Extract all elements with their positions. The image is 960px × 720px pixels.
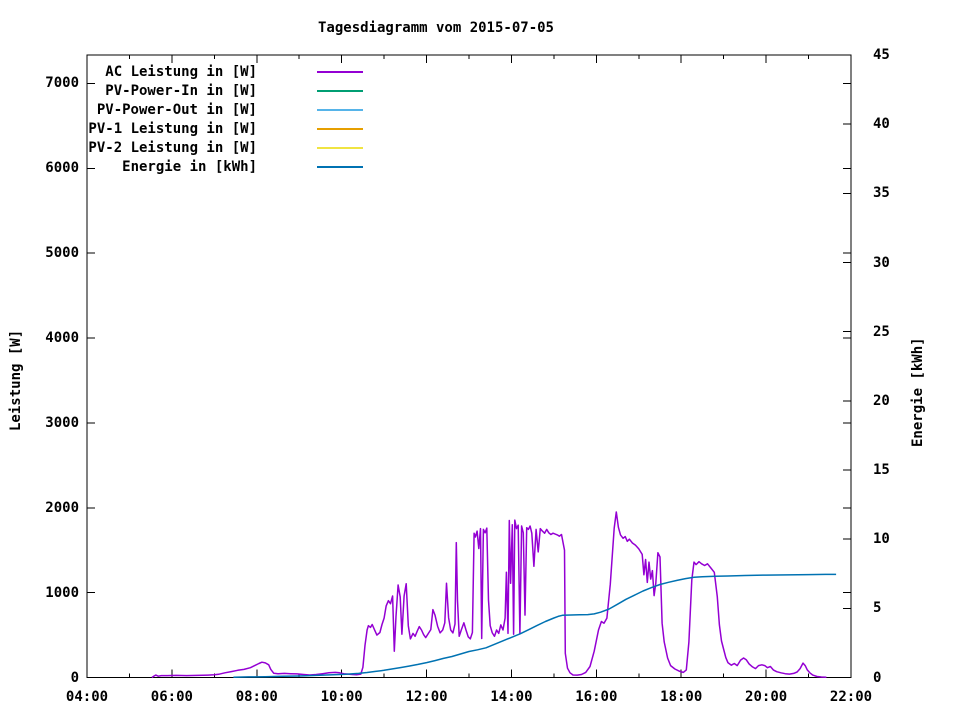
x-tick-label: 06:00 xyxy=(150,689,193,705)
y-left-tick-label: 1000 xyxy=(45,584,79,601)
x-tick-label: 16:00 xyxy=(575,689,618,705)
x-tick-label: 08:00 xyxy=(235,689,278,705)
y-right-tick-label: 25 xyxy=(873,323,890,340)
y-right-tick-label: 45 xyxy=(873,47,890,63)
x-tick-label: 12:00 xyxy=(405,689,448,705)
chart-legend: AC Leistung in [W] PV-Power-In in [W] PV… xyxy=(60,62,363,176)
legend-item: AC Leistung in [W] xyxy=(60,62,363,81)
legend-line-swatch xyxy=(317,89,363,92)
y-right-tick-label: 30 xyxy=(873,254,890,271)
legend-line-swatch xyxy=(317,146,363,149)
y-left-tick-label: 6000 xyxy=(45,160,79,177)
y-left-tick-label: 2000 xyxy=(45,499,79,516)
y-right-tick-label: 10 xyxy=(873,531,890,548)
x-tick-label: 04:00 xyxy=(65,689,109,705)
legend-line-swatch xyxy=(317,108,363,111)
y-left-tick-label: 4000 xyxy=(45,330,79,347)
y-right-tick-label: 35 xyxy=(873,185,890,202)
y-left-tick-label: 5000 xyxy=(45,245,79,262)
y-right-tick-label: 0 xyxy=(873,669,882,686)
series-line-energie xyxy=(233,573,837,678)
legend-label: Energie in [kWh] xyxy=(122,158,257,175)
legend-item: PV-Power-Out in [W] xyxy=(60,100,363,119)
y-right-tick-label: 5 xyxy=(873,600,882,617)
x-tick-label: 14:00 xyxy=(490,689,533,705)
legend-label: PV-1 Leistung in [W] xyxy=(88,120,257,137)
legend-label: PV-Power-Out in [W] xyxy=(96,101,257,118)
chart-title: Tagesdiagramm vom 2015-07-05 xyxy=(317,20,554,36)
y-left-tick-label: 3000 xyxy=(45,414,79,431)
x-tick-label: 22:00 xyxy=(829,689,873,705)
y-right-tick-label: 15 xyxy=(873,462,890,478)
series-line-ac-leistung xyxy=(151,511,827,679)
legend-item: PV-1 Leistung in [W] xyxy=(60,119,363,138)
y-right-tick-label: 40 xyxy=(873,116,890,133)
x-tick-label: 18:00 xyxy=(660,689,703,705)
legend-item: PV-2 Leistung in [W] xyxy=(60,138,363,157)
legend-label: AC Leistung in [W] xyxy=(105,63,257,80)
y-left-tick-label: 7000 xyxy=(45,75,79,92)
legend-label: PV-Power-In in [W] xyxy=(105,82,257,99)
legend-line-swatch xyxy=(317,70,363,73)
legend-item: Energie in [kWh] xyxy=(60,157,363,176)
legend-label: PV-2 Leistung in [W] xyxy=(88,139,257,156)
legend-line-swatch xyxy=(317,127,363,130)
y-right-tick-label: 20 xyxy=(873,392,890,409)
legend-item: PV-Power-In in [W] xyxy=(60,81,363,100)
legend-line-swatch xyxy=(317,165,363,168)
x-tick-label: 10:00 xyxy=(320,689,363,705)
x-tick-label: 20:00 xyxy=(745,689,788,705)
y-left-tick-label: 0 xyxy=(70,669,79,686)
